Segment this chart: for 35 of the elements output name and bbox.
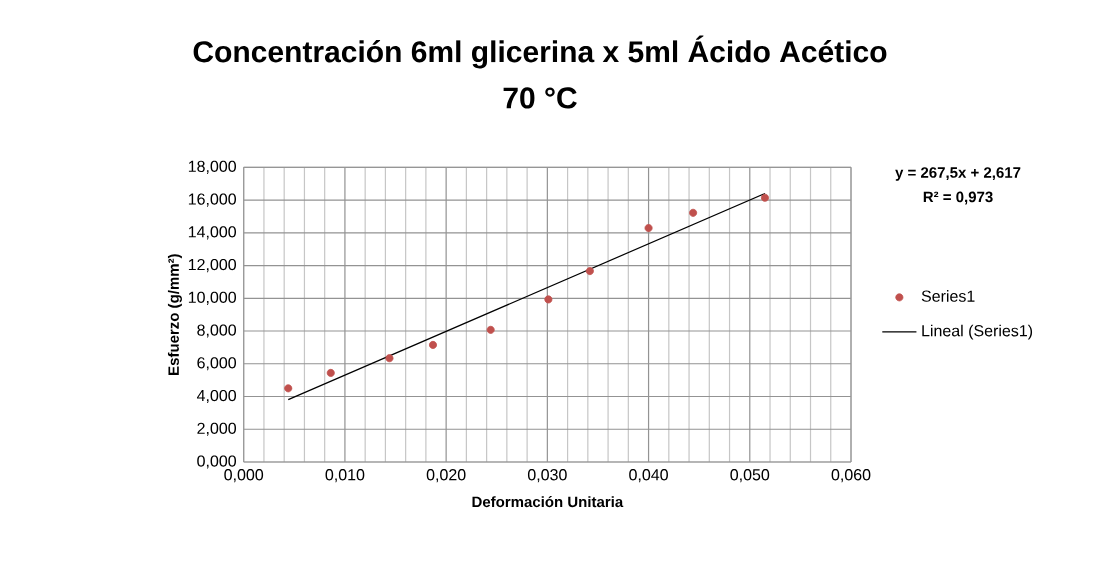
x-tick-label: 0,020 — [426, 469, 466, 483]
x-tick-label: 0,050 — [730, 469, 770, 483]
y-tick-label: 4,000 — [196, 389, 237, 404]
x-tick-label: 0,060 — [831, 469, 871, 483]
y-tick-label: 10,000 — [188, 291, 237, 305]
y-tick-label: 6,000 — [197, 357, 237, 371]
legend-label: Lineal (Series1) — [922, 324, 1033, 340]
x-axis-title: Deformación Unitaria — [472, 496, 624, 508]
y-tick-label: 8,000 — [197, 324, 237, 338]
point — [644, 224, 653, 233]
text: y = 267,5x + 2,617 — [895, 167, 1021, 181]
y-tick-label: 18,000 — [188, 160, 237, 174]
chart-subtitle: 70 °C — [503, 87, 577, 109]
x-tick-label: 0,000 — [224, 469, 264, 483]
point — [326, 368, 335, 377]
chart-title: Concentración 6ml glicerina x 5ml Ácido Acético — [193, 35, 887, 69]
y-tick-label: 16,000 — [188, 193, 237, 207]
point — [284, 384, 293, 393]
legend-label: Series1 — [921, 290, 975, 302]
point — [689, 208, 698, 217]
x-tick-label: 0,010 — [325, 469, 365, 483]
point — [585, 267, 594, 276]
point — [428, 340, 437, 349]
point — [760, 193, 769, 202]
x-tick-label: 0,030 — [527, 469, 567, 483]
x-tick-label: 0,040 — [629, 469, 668, 483]
y-tick-label: 12,000 — [188, 258, 237, 273]
y-tick-label: 14,000 — [188, 226, 237, 240]
point — [486, 325, 495, 334]
y-tick-label: 2,000 — [197, 422, 237, 436]
text: R² = 0,973 — [923, 191, 993, 205]
point — [544, 295, 553, 304]
y-tick-label: 0,000 — [197, 455, 237, 469]
y-axis-title: Esfuerzo (g/mm²) — [167, 254, 182, 375]
point — [385, 354, 394, 363]
